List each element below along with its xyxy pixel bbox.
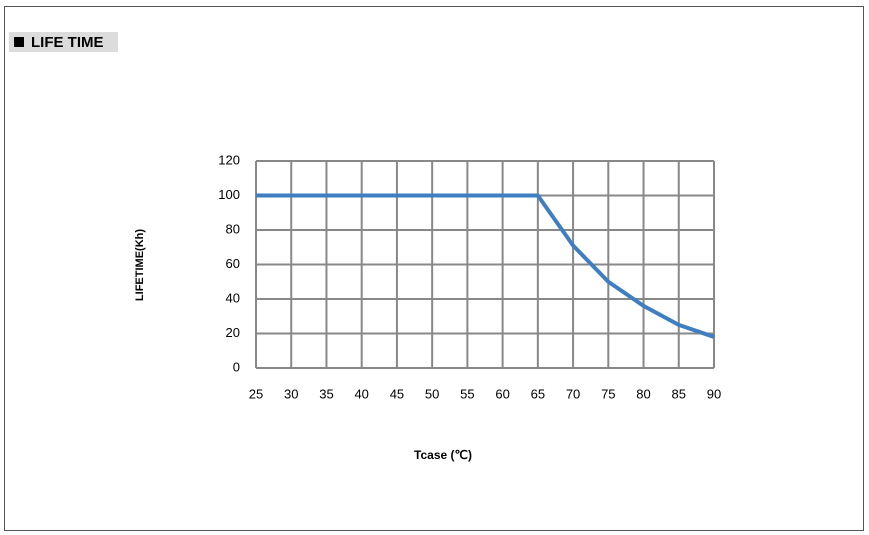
title-box [9,32,118,52]
x-tick-label: 60 [495,386,509,401]
y-tick-label: 60 [226,256,240,271]
x-tick-label: 75 [601,386,615,401]
y-tick-label: 40 [226,290,240,305]
x-tick-label: 55 [460,386,474,401]
y-tick-label: 80 [226,221,240,236]
y-tick-label: 100 [218,187,240,202]
x-tick-label: 70 [566,386,580,401]
frame [4,6,864,531]
x-tick-label: 30 [284,386,298,401]
x-tick-label: 40 [354,386,368,401]
chart-title: LIFE TIME [31,34,104,51]
y-tick-label: 20 [226,325,240,340]
x-tick-label: 90 [707,386,721,401]
x-tick-label: 85 [672,386,686,401]
y-tick-label: 120 [218,152,240,167]
title-bullet [14,37,24,47]
x-tick-label: 35 [319,386,333,401]
y-tick-label: 0 [233,359,240,374]
x-tick-label: 45 [390,386,404,401]
x-tick-label: 25 [249,386,263,401]
data-line [256,193,715,339]
y-axis-label: LIFETIME(Kh) [134,229,146,301]
x-tick-label: 50 [425,386,439,401]
x-axis-label: Tcase (℃) [414,448,472,462]
x-tick-label: 80 [636,386,650,401]
x-tick-label: 65 [531,386,545,401]
